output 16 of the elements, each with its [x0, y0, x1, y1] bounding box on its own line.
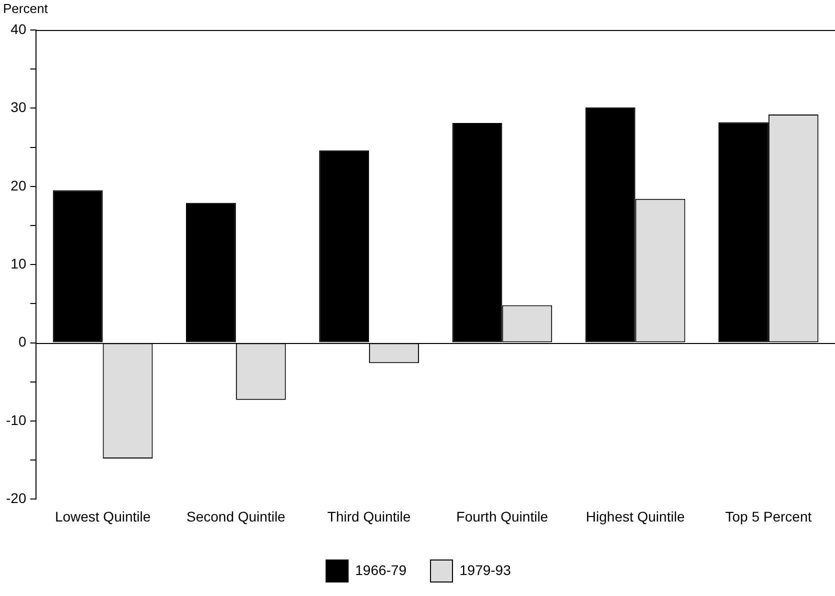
x-tick-label: Top 5 Percent	[725, 508, 812, 524]
y-tick-label: 30	[10, 99, 26, 116]
x-tick-label: Lowest Quintile	[54, 508, 151, 524]
y-tick-label: -20	[6, 490, 26, 506]
y-tick-label: 40	[10, 20, 26, 37]
x-tick-label: Second Quintile	[186, 508, 286, 524]
x-tick-label: Third Quintile	[327, 508, 411, 524]
y-tick-label: -10	[6, 412, 26, 428]
y-tick-label: 10	[10, 255, 26, 272]
legend-label: 1966-79	[355, 562, 407, 578]
y-tick-label: 0	[18, 334, 26, 350]
legend-label: 1979-93	[460, 562, 512, 578]
x-tick-label: Highest Quintile	[586, 508, 685, 524]
x-tick-label: Fourth Quintile	[456, 508, 548, 524]
y-axis-title: Percent	[3, 1, 48, 16]
y-tick-label: 20	[10, 177, 26, 194]
